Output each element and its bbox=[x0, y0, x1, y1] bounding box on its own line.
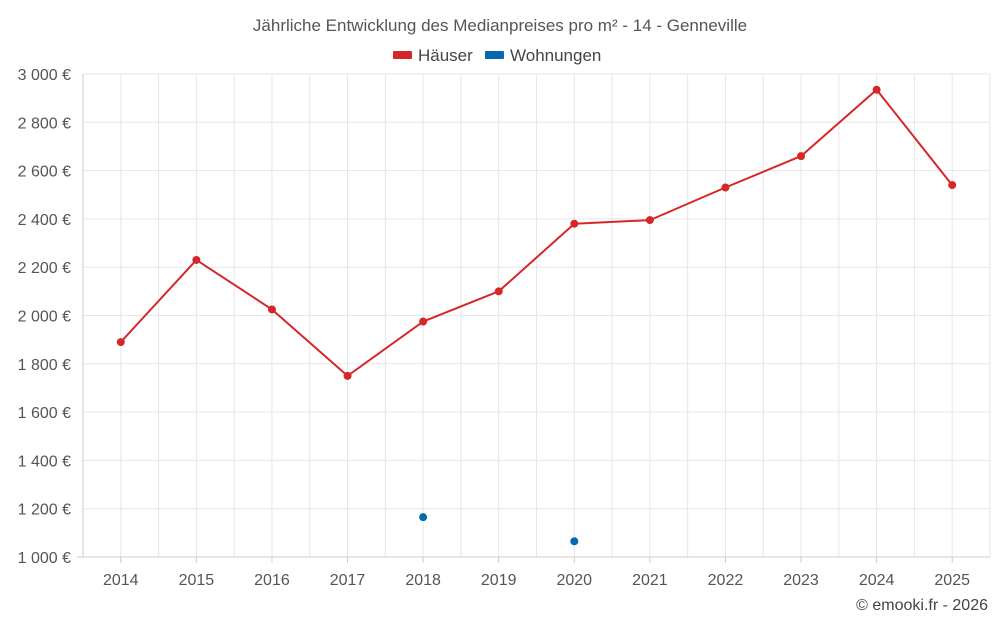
legend-item-haeuser[interactable]: Häuser bbox=[393, 46, 473, 65]
data-point-haeuser[interactable] bbox=[872, 85, 881, 94]
data-point-haeuser[interactable] bbox=[494, 287, 503, 296]
y-tick-label: 2 800 € bbox=[18, 115, 71, 132]
x-tick-label: 2024 bbox=[859, 572, 895, 589]
data-point-haeuser[interactable] bbox=[645, 216, 654, 225]
data-point-haeuser[interactable] bbox=[419, 317, 428, 326]
x-tick-label: 2021 bbox=[632, 572, 668, 589]
chart-title: Jährliche Entwicklung des Medianpreises … bbox=[253, 16, 747, 35]
y-tick-label: 2 400 € bbox=[18, 212, 71, 229]
legend-item-wohnungen[interactable]: Wohnungen bbox=[485, 46, 601, 65]
y-tick-label: 2 000 € bbox=[18, 309, 71, 326]
data-point-wohnungen[interactable] bbox=[570, 537, 579, 546]
series bbox=[116, 85, 957, 546]
data-point-haeuser[interactable] bbox=[267, 305, 276, 314]
grid bbox=[82, 73, 991, 557]
x-tick-label: 2020 bbox=[556, 572, 592, 589]
data-point-haeuser[interactable] bbox=[797, 152, 806, 161]
x-tick-label: 2016 bbox=[254, 572, 290, 589]
legend-swatch-wohnungen bbox=[485, 51, 504, 59]
legend-label-wohnungen: Wohnungen bbox=[510, 46, 601, 65]
x-tick-label: 2022 bbox=[708, 572, 744, 589]
y-tick-label: 1 200 € bbox=[18, 502, 71, 519]
y-tick-label: 1 400 € bbox=[18, 453, 71, 470]
x-tick-label: 2015 bbox=[179, 572, 215, 589]
data-point-haeuser[interactable] bbox=[116, 338, 125, 347]
y-tick-label: 3 000 € bbox=[18, 67, 71, 84]
series-line-haeuser bbox=[120, 88, 953, 377]
data-point-haeuser[interactable] bbox=[570, 219, 579, 228]
y-tick-label: 1 800 € bbox=[18, 357, 71, 374]
copyright-text: © emooki.fr - 2026 bbox=[856, 597, 988, 614]
data-point-wohnungen[interactable] bbox=[419, 513, 428, 522]
data-point-haeuser[interactable] bbox=[721, 183, 730, 192]
x-tick-label: 2025 bbox=[934, 572, 970, 589]
y-tick-label: 1 600 € bbox=[18, 405, 71, 422]
y-tick-label: 2 200 € bbox=[18, 260, 71, 277]
y-tick-labels: 1 000 € 1 200 € 1 400 € 1 600 € 1 800 € 2 000… bbox=[18, 67, 71, 567]
y-tick-label: 2 600 € bbox=[18, 164, 71, 181]
x-tick-label: 2018 bbox=[405, 572, 441, 589]
data-point-haeuser[interactable] bbox=[948, 181, 957, 190]
x-tick-labels: 2014 2015 2016 2017 2018 2019 2020 2021 2022 2023… bbox=[103, 572, 970, 589]
legend-swatch-haeuser bbox=[393, 51, 412, 59]
legend: Häuser Wohnungen bbox=[393, 46, 601, 65]
axes bbox=[77, 74, 990, 563]
x-tick-label: 2017 bbox=[330, 572, 366, 589]
legend-label-haeuser: Häuser bbox=[418, 46, 473, 65]
data-point-haeuser[interactable] bbox=[343, 371, 352, 380]
x-tick-label: 2014 bbox=[103, 572, 139, 589]
x-tick-label: 2019 bbox=[481, 572, 517, 589]
y-tick-label: 1 000 € bbox=[18, 550, 71, 567]
x-tick-label: 2023 bbox=[783, 572, 819, 589]
data-point-haeuser[interactable] bbox=[192, 255, 201, 264]
